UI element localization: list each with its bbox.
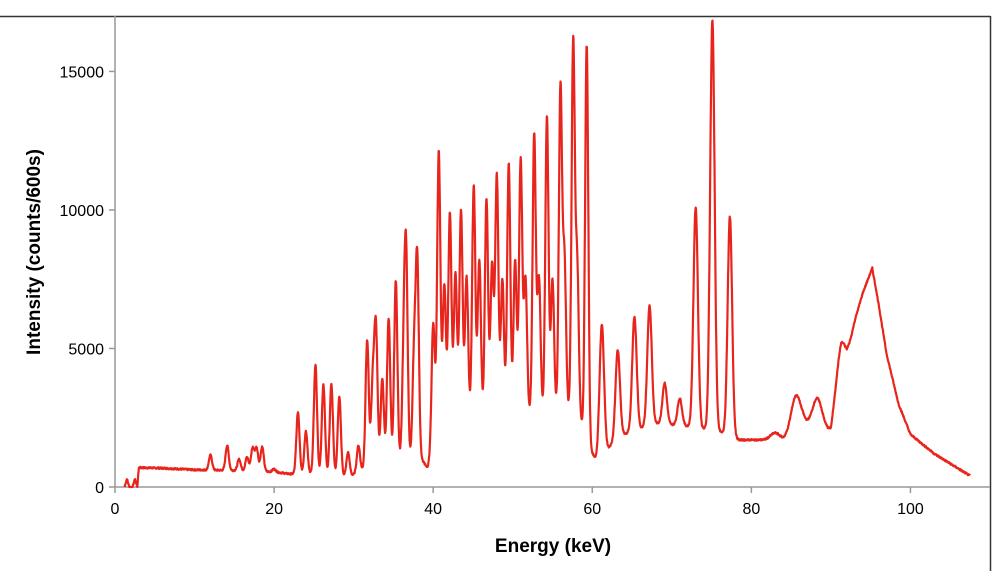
y-tick-label: 10000 bbox=[60, 203, 105, 220]
x-tick-label: 60 bbox=[583, 501, 601, 518]
y-tick-label: 5000 bbox=[68, 341, 104, 358]
x-tick-label: 40 bbox=[424, 501, 442, 518]
y-tick-label: 15000 bbox=[60, 64, 105, 81]
x-axis-title: Energy (keV) bbox=[495, 536, 611, 557]
x-tick-label: 100 bbox=[897, 501, 924, 518]
y-axis-title: Intensity (counts/600s) bbox=[24, 149, 45, 355]
x-tick-label: 0 bbox=[111, 501, 120, 518]
x-tick-label: 80 bbox=[742, 501, 760, 518]
y-tick-label: 0 bbox=[95, 480, 104, 497]
axes: 0 20 40 60 80 100 0 5000 10000 15000 bbox=[60, 16, 990, 518]
spectrum-line bbox=[123, 19, 971, 489]
x-tick-label: 20 bbox=[265, 501, 283, 518]
